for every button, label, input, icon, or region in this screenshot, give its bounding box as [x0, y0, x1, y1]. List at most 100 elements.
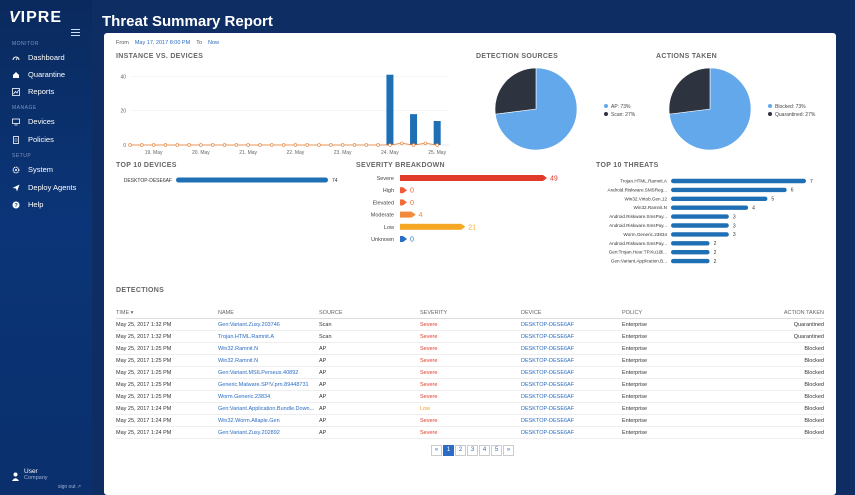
x-tick-label: 20. May	[192, 150, 210, 156]
source-cell: AP	[319, 381, 327, 388]
name-link[interactable]: Win32.Worm.Allaple.Gen	[218, 417, 280, 424]
threat-value: 5	[771, 197, 774, 203]
instance-bar	[410, 114, 418, 145]
sidebar-item-quarantine[interactable]: Quarantine	[12, 70, 65, 79]
to-date[interactable]: Now	[208, 40, 220, 46]
from-date[interactable]: May 17, 2017 8:00 PM	[134, 40, 191, 46]
column-header[interactable]: TIME ▾	[116, 309, 134, 316]
threat-label: Gen:Variant.Application.B...	[611, 259, 667, 264]
top-threats-title: TOP 10 THREATS	[596, 162, 659, 169]
page-button[interactable]: 3	[467, 445, 478, 456]
name-link[interactable]: Generic.Malware.SP!V.prn.89448731	[218, 381, 309, 388]
devices-point	[340, 143, 345, 147]
threat-bar	[671, 214, 729, 219]
device-link[interactable]: DESKTOP-DESE6AF	[521, 429, 575, 436]
action-cell: Blocked	[804, 345, 824, 352]
devices-point	[140, 143, 144, 147]
page-button[interactable]: 5	[491, 445, 502, 456]
sign-out-link[interactable]: sign out ↗	[58, 484, 82, 490]
name-link[interactable]: Win32.Ramnit.N	[218, 345, 259, 352]
devices-point	[234, 143, 239, 147]
column-header[interactable]: SEVERITY	[420, 309, 448, 316]
sidebar-item-help[interactable]: ? Help	[12, 200, 43, 209]
device-link[interactable]: DESKTOP-DESE6AF	[521, 345, 575, 352]
table-row[interactable]: May 25, 2017 1:32 PM Gen:Variant.Zusy.203…	[116, 319, 824, 331]
table-row[interactable]: May 25, 2017 1:25 PM Generic.Malware.SP!V…	[116, 379, 824, 391]
menu-toggle-icon[interactable]	[71, 29, 80, 36]
severity-bar	[400, 175, 543, 181]
y-tick-label: 0	[123, 143, 126, 149]
sign-out-icon: ↗	[76, 484, 82, 490]
page-button[interactable]: 1	[443, 445, 454, 456]
user-company: Company	[24, 475, 48, 481]
column-header[interactable]: SOURCE	[319, 309, 343, 316]
severity-bar	[400, 223, 462, 230]
name-link[interactable]: Win32.Ramnit.N	[218, 357, 259, 364]
next-page-button[interactable]: »	[503, 445, 514, 456]
device-link[interactable]: DESKTOP-DESE6AF	[521, 405, 575, 412]
device-link[interactable]: DESKTOP-DESE6AF	[521, 321, 575, 328]
threat-value: 2	[714, 259, 717, 265]
actions-taken-legend-label: Blocked: 73%	[775, 104, 806, 110]
table-row[interactable]: May 25, 2017 1:25 PM Win32.Ramnit.N AP Seve…	[116, 355, 824, 367]
table-row[interactable]: May 25, 2017 1:25 PM Worm.Generic.23834 AP…	[116, 391, 824, 403]
threat-bar	[671, 232, 729, 237]
instance-bar	[386, 74, 394, 145]
nav-section-setup: SETUP	[12, 153, 32, 159]
sidebar-item-policies[interactable]: Policies	[12, 135, 54, 144]
sidebar-item-deploy-agents[interactable]: Deploy Agents	[12, 183, 76, 192]
device-link[interactable]: DESKTOP-DESE6AF	[521, 417, 575, 424]
severity-value: 49	[550, 176, 558, 183]
device-link[interactable]: DESKTOP-DESE6AF	[521, 393, 575, 400]
device-link[interactable]: DESKTOP-DESE6AF	[521, 357, 575, 364]
page-button[interactable]: 4	[479, 445, 490, 456]
severity-value: 0	[410, 200, 414, 207]
table-row[interactable]: May 25, 2017 1:32 PM Trojan.HTML.Ramnit.A…	[116, 331, 824, 343]
severity-label: High	[383, 188, 394, 194]
sidebar-item-dashboard[interactable]: Dashboard	[12, 53, 65, 62]
sidebar-item-devices[interactable]: Devices	[12, 117, 55, 126]
name-link[interactable]: Gen:Variant.Zusy.203746	[218, 321, 280, 328]
name-link[interactable]: Trojan.HTML.Ramnit.A	[218, 333, 275, 340]
column-header[interactable]: POLICY	[622, 309, 643, 316]
column-header[interactable]: ACTION TAKEN	[783, 309, 824, 316]
devices-point	[423, 141, 428, 145]
severity-label: Elevated	[373, 200, 394, 206]
source-cell: AP	[319, 405, 327, 412]
name-link[interactable]: Worm.Generic.23834	[218, 393, 271, 400]
sidebar-item-system[interactable]: System	[12, 165, 53, 174]
table-row[interactable]: May 25, 2017 1:24 PM Gen:Variant.Applicat…	[116, 403, 824, 415]
severity-label: Unknown	[371, 237, 394, 243]
severity-bar-tip	[403, 199, 407, 206]
source-cell: AP	[319, 417, 327, 424]
device-link[interactable]: DESKTOP-DESE6AF	[521, 369, 575, 376]
name-link[interactable]: Gen:Variant.Application.Bundle.Down...	[218, 405, 315, 412]
table-row[interactable]: May 25, 2017 1:25 PM Win32.Ramnit.N AP Seve…	[116, 343, 824, 355]
user-profile[interactable]: User Company	[12, 468, 48, 481]
name-link[interactable]: Gen:Variant.Zusy.202892	[218, 429, 280, 436]
devices-point	[281, 143, 286, 147]
table-row[interactable]: May 25, 2017 1:25 PM Gen:Variant.MSILPers…	[116, 367, 824, 379]
device-link[interactable]: DESKTOP-DESE6AF	[521, 333, 575, 340]
table-row[interactable]: May 25, 2017 1:24 PM Gen:Variant.Zusy.202…	[116, 427, 824, 439]
sidebar-item-reports[interactable]: Reports	[12, 87, 54, 96]
devices-point	[388, 143, 392, 147]
nav-section-manage: MANAGE	[12, 105, 37, 111]
prev-page-button[interactable]: «	[431, 445, 442, 456]
column-header[interactable]: NAME	[218, 309, 234, 316]
name-link[interactable]: Gen:Variant.MSILPerseus.40892	[218, 369, 299, 376]
severity-title: SEVERITY BREAKDOWN	[356, 162, 445, 169]
table-row[interactable]: May 25, 2017 1:24 PM Win32.Worm.Allaple.G…	[116, 415, 824, 427]
detection-sources-legend-marker	[604, 104, 608, 108]
device-link[interactable]: DESKTOP-DESE6AF	[521, 381, 575, 388]
column-header[interactable]: DEVICE	[521, 309, 542, 316]
pagination: «1 2 3 4 5»	[431, 445, 514, 456]
action-cell: Quarantined	[793, 333, 824, 340]
policy-cell: Enterprise	[622, 393, 648, 400]
source-cell: AP	[319, 357, 327, 364]
page-title: Threat Summary Report	[102, 13, 273, 30]
page-button[interactable]: 2	[455, 445, 466, 456]
devices-point	[305, 143, 309, 147]
action-cell: Blocked	[804, 393, 824, 400]
source-cell: AP	[319, 369, 327, 376]
